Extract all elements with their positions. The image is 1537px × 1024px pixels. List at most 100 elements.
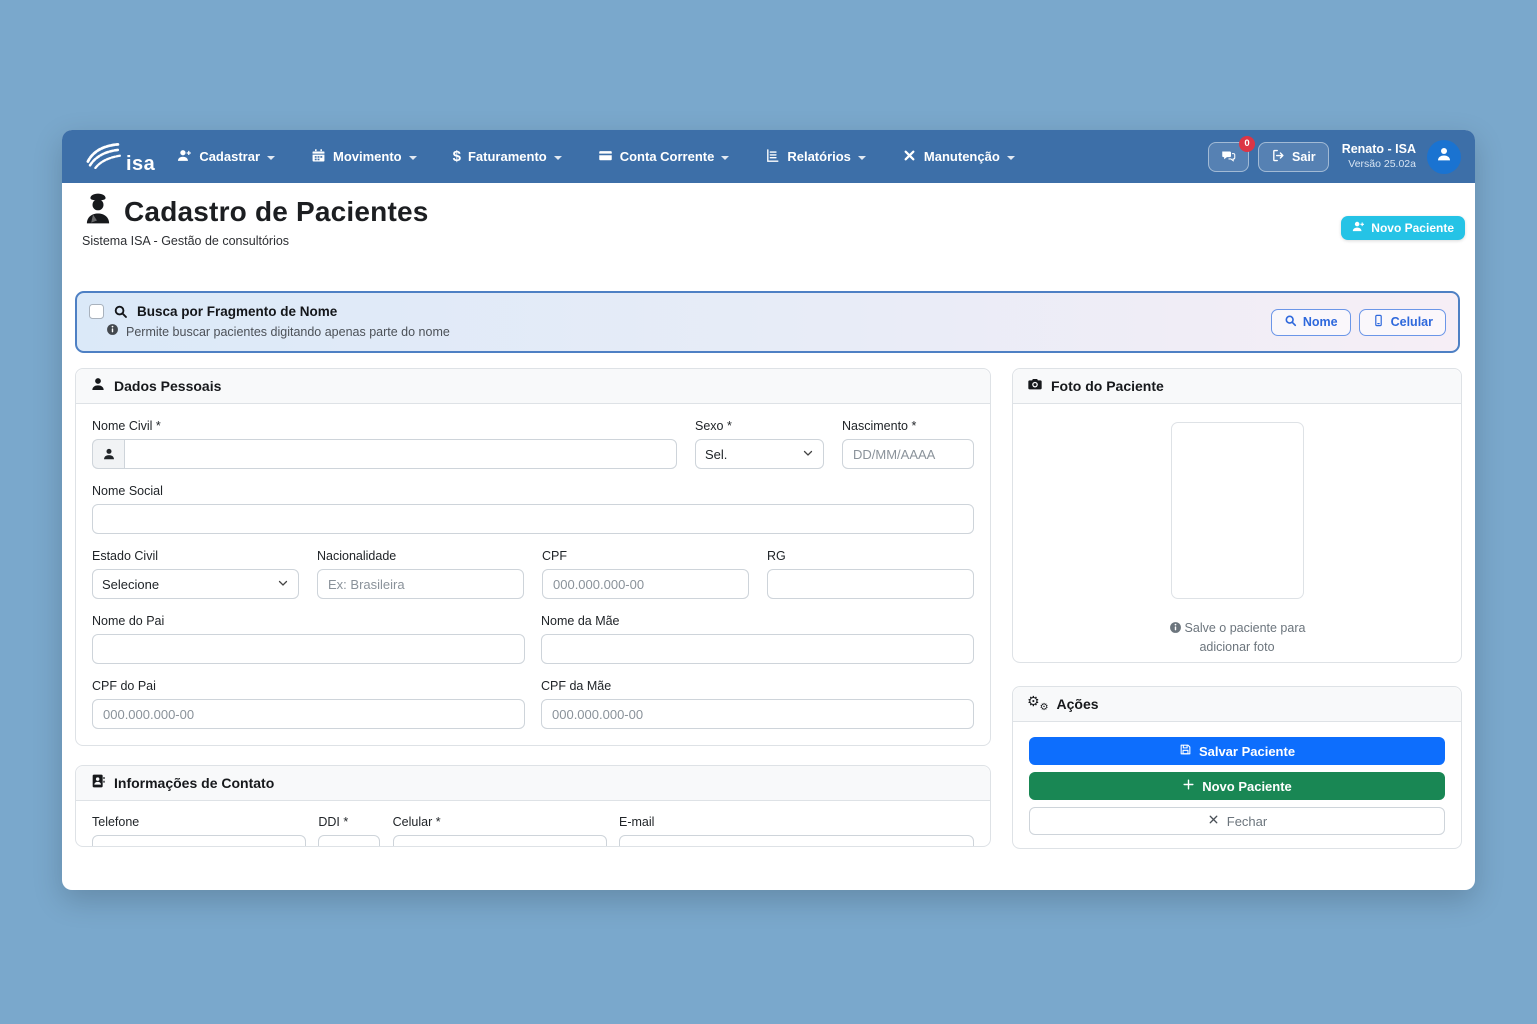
rg-input[interactable] [767, 569, 974, 599]
user-name: Renato - ISA [1341, 142, 1416, 157]
search-by-phone-button[interactable]: Celular [1358, 308, 1446, 336]
person-icon [92, 439, 125, 469]
save-patient-button[interactable]: Salvar Paciente [1029, 737, 1445, 765]
sex-label: Sexo * [695, 419, 732, 433]
user-info: Renato - ISA Versão 25.02a [1342, 142, 1416, 171]
photo-placeholder [1170, 422, 1304, 599]
new-patient-button[interactable]: Novo Paciente [1029, 772, 1445, 800]
mother-name-input[interactable] [541, 634, 974, 664]
marital-status-label: Estado Civil [92, 549, 158, 563]
person-plus-icon [177, 148, 192, 166]
chat-bubbles-icon [1221, 148, 1236, 166]
menu-faturamento[interactable]: $ Faturamento [453, 148, 562, 165]
contact-info-panel: Informações de Contato Telefone DDI * Ce… [75, 765, 991, 847]
actions-panel: ⚙⚙ Ações Salvar Paciente Novo Paciente F… [1012, 686, 1462, 849]
search-by-name-label: Nome [1302, 315, 1338, 329]
civil-name-input[interactable] [124, 439, 677, 469]
phone-input[interactable] [92, 835, 306, 846]
cpf-input[interactable] [542, 569, 749, 599]
messages-button[interactable]: 0 [1208, 135, 1256, 172]
menu-movimento[interactable]: Movimento [311, 148, 417, 166]
close-button[interactable]: Fechar [1029, 807, 1445, 835]
menu-label: Movimento [333, 149, 402, 164]
info-icon [1169, 621, 1185, 635]
social-name-input[interactable] [92, 504, 974, 534]
menu-label: Conta Corrente [619, 149, 715, 164]
chart-report-icon [765, 148, 780, 166]
logout-button[interactable]: Sair [1258, 141, 1329, 172]
actions-header: ⚙⚙ Ações [1013, 687, 1461, 722]
chevron-down-icon [267, 155, 276, 160]
address-book-icon [90, 773, 106, 794]
person-plus-icon [1352, 220, 1365, 236]
sex-select-value: Sel. [705, 446, 728, 462]
calendar-icon [311, 148, 326, 166]
credit-card-icon [598, 148, 613, 166]
chevron-down-icon [857, 155, 866, 160]
new-patient-top-button[interactable]: Novo Paciente [1341, 216, 1465, 240]
user-avatar[interactable] [1427, 139, 1461, 174]
info-icon [106, 323, 119, 341]
patient-photo-header: Foto do Paciente [1013, 369, 1461, 404]
chevron-down-icon [1006, 155, 1015, 160]
brand-name: isa [126, 153, 156, 175]
isa-logo-icon [84, 139, 124, 174]
search-panel-title: Busca por Fragmento de Nome [137, 303, 338, 319]
menu-relatorios[interactable]: Relatórios [765, 148, 866, 166]
birthdate-input[interactable] [842, 439, 974, 469]
brand-logo[interactable]: isa [84, 139, 155, 174]
civil-name-label: Nome Civil * [92, 419, 161, 433]
father-name-input[interactable] [92, 634, 525, 664]
cellphone-input[interactable] [392, 835, 607, 846]
nationality-input[interactable] [317, 569, 524, 599]
birthdate-label: Nascimento * [842, 419, 917, 433]
email-label: E-mail [618, 815, 655, 829]
chevron-down-icon [408, 155, 417, 160]
mobile-phone-icon [1372, 314, 1385, 330]
personal-data-header: Dados Pessoais [76, 369, 990, 404]
page-header: Cadastro de Pacientes Sistema ISA - Gest… [82, 192, 429, 248]
search-icon [113, 304, 128, 319]
personal-data-title: Dados Pessoais [114, 378, 222, 394]
marital-status-select[interactable]: Selecione [92, 569, 299, 599]
menu-conta-corrente[interactable]: Conta Corrente [598, 148, 730, 166]
camera-icon [1027, 376, 1043, 397]
navbar-right: 0 Sair Renato - ISA Versão 25.02a [1208, 135, 1461, 174]
chevron-down-icon [277, 577, 289, 592]
person-icon [90, 376, 106, 397]
ddi-input[interactable] [318, 835, 381, 846]
close-label: Fechar [1226, 813, 1268, 829]
personal-data-panel: Dados Pessoais Nome Civil * Sexo * Se [75, 368, 991, 746]
dollar-icon: $ [452, 148, 461, 165]
mother-cpf-input[interactable] [541, 699, 974, 729]
search-icon [1284, 314, 1297, 330]
phone-label: Telefone [92, 815, 140, 829]
marital-status-value: Selecione [102, 576, 160, 592]
plus-icon [1182, 778, 1195, 794]
menu-label: Manutenção [923, 149, 1000, 164]
actions-title: Ações [1056, 696, 1099, 712]
social-name-label: Nome Social [92, 484, 163, 498]
person-icon [1435, 145, 1453, 168]
sign-out-icon [1271, 148, 1286, 166]
email-input[interactable] [618, 835, 974, 846]
logout-label: Sair [1292, 149, 1316, 164]
menu-manutencao[interactable]: Manutenção [902, 148, 1015, 166]
fragment-search-checkbox[interactable] [89, 303, 104, 319]
new-patient-top-label: Novo Paciente [1371, 221, 1454, 235]
father-cpf-input[interactable] [92, 699, 525, 729]
contact-info-title: Informações de Contato [114, 775, 275, 791]
close-icon [1207, 813, 1220, 829]
sex-select[interactable]: Sel. [695, 439, 824, 469]
photo-hint: Salve o paciente para adicionar foto [1147, 619, 1327, 657]
app-version: Versão 25.02a [1348, 157, 1416, 170]
menu-cadastrar[interactable]: Cadastrar [177, 148, 276, 166]
rg-label: RG [767, 549, 786, 563]
menu-label: Cadastrar [199, 149, 261, 164]
messages-badge: 0 [1239, 135, 1256, 152]
menu-label: Relatórios [787, 149, 851, 164]
search-by-name-button[interactable]: Nome [1270, 308, 1351, 336]
menu-label: Faturamento [467, 149, 547, 164]
tools-icon [902, 148, 917, 166]
